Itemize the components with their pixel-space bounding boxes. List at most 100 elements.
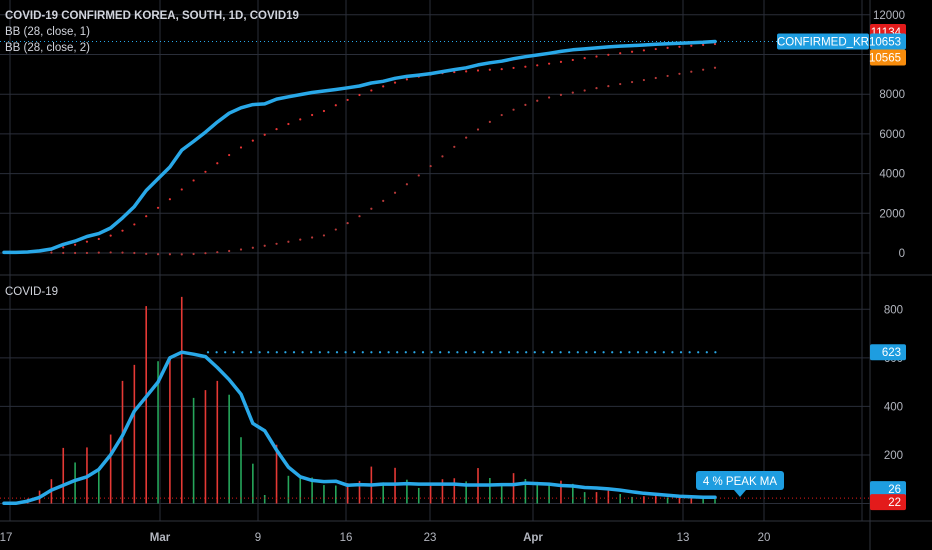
bb-lower-point xyxy=(204,252,207,255)
daily-bar[interactable] xyxy=(429,485,432,504)
daily-bar[interactable] xyxy=(358,480,361,504)
bb-upper-point xyxy=(393,81,397,84)
daily-bar[interactable] xyxy=(62,447,65,504)
daily-bar[interactable] xyxy=(619,494,621,504)
confirmed-line[interactable] xyxy=(2,39,717,255)
bb-upper-point xyxy=(62,246,65,249)
lower-y-tick-label: 200 xyxy=(884,450,903,462)
daily-bar[interactable] xyxy=(572,483,574,504)
upper-y-tick-label: 12000 xyxy=(873,10,905,22)
daily-bar[interactable] xyxy=(560,480,562,504)
daily-bar[interactable] xyxy=(382,482,384,504)
bb-lower-point xyxy=(334,228,337,231)
bb-lower-point xyxy=(346,222,349,225)
time-axis[interactable]: 17 Mar 9 16 23 Apr 13 20 xyxy=(0,532,770,544)
daily-bar[interactable] xyxy=(548,482,550,504)
daily-bar[interactable] xyxy=(145,306,147,504)
daily-bar[interactable] xyxy=(121,380,124,504)
daily-bar[interactable] xyxy=(299,476,302,504)
daily-bar[interactable] xyxy=(524,478,527,504)
daily-bar[interactable] xyxy=(702,498,704,504)
peak-level-dot xyxy=(559,351,562,354)
bb-lower-point xyxy=(62,251,65,255)
peak-level-dot xyxy=(224,351,227,354)
daily-bar[interactable] xyxy=(311,477,313,504)
peak-level-dot xyxy=(576,351,579,354)
daily-bar[interactable] xyxy=(631,496,633,504)
bb-lower-point xyxy=(619,82,622,86)
series-name-box xyxy=(777,33,869,50)
bb-lower-point xyxy=(607,85,610,88)
daily-bar[interactable] xyxy=(323,485,325,504)
bb-upper-point xyxy=(85,240,89,243)
daily-bar[interactable] xyxy=(240,437,242,504)
x-tick-label: 17 xyxy=(0,532,12,544)
lower-pane[interactable] xyxy=(0,296,870,506)
bb-upper-point xyxy=(690,44,693,47)
bb-upper-point xyxy=(192,179,195,182)
daily-bar[interactable] xyxy=(335,485,337,504)
peak-level-dot xyxy=(645,351,648,354)
peak-level-dot xyxy=(473,351,476,354)
daily-bar[interactable] xyxy=(406,479,408,504)
daily-bar[interactable] xyxy=(133,364,136,504)
daily-bar[interactable] xyxy=(714,499,716,504)
daily-bar[interactable] xyxy=(465,481,467,504)
daily-bar[interactable] xyxy=(512,473,515,504)
bb2-legend[interactable]: BB (28, close, 2) xyxy=(5,42,91,54)
bb1-legend[interactable]: BB (28, close, 1) xyxy=(5,26,91,38)
peak-ma-callout[interactable]: 4 % PEAK MA xyxy=(696,471,784,497)
daily-bar[interactable] xyxy=(500,484,503,504)
peak-level-dot xyxy=(456,351,459,354)
daily-bar[interactable] xyxy=(346,483,349,504)
bb-lower-point xyxy=(690,70,693,73)
peak-level-dot xyxy=(275,351,278,354)
bb-lower-point xyxy=(263,244,266,247)
lower-band-tag: 10565 xyxy=(869,49,906,66)
peak-level-tag-text: 623 xyxy=(882,347,901,359)
grid-lines xyxy=(0,0,870,521)
daily-bar[interactable] xyxy=(453,478,456,504)
chart-title[interactable]: COVID-19 CONFIRMED KOREA, SOUTH, 1D, COV… xyxy=(5,10,299,22)
daily-bar[interactable] xyxy=(654,495,657,504)
bb-lower-point xyxy=(382,199,385,202)
daily-bar[interactable] xyxy=(536,481,539,504)
daily-bar[interactable] xyxy=(169,358,171,504)
daily-bar[interactable] xyxy=(252,463,254,504)
lower-pane-title[interactable]: COVID-19 xyxy=(5,286,59,298)
daily-bar[interactable] xyxy=(643,496,645,504)
peak-level-dot xyxy=(215,351,218,354)
daily-bar[interactable] xyxy=(275,444,278,504)
daily-bar[interactable] xyxy=(678,496,681,504)
peak-level-dot xyxy=(507,351,511,354)
daily-bar[interactable] xyxy=(216,380,219,504)
peak-level-dot xyxy=(499,351,502,354)
daily-bar[interactable] xyxy=(489,478,491,504)
daily-bar[interactable] xyxy=(287,475,290,504)
bb-upper-point xyxy=(583,57,586,60)
daily-bar[interactable] xyxy=(417,487,420,504)
daily-bar[interactable] xyxy=(204,390,207,504)
bb-lower-point xyxy=(595,87,598,90)
daily-bar[interactable] xyxy=(441,479,444,504)
daily-bar[interactable] xyxy=(228,394,230,504)
daily-bar[interactable] xyxy=(666,497,669,504)
daily-bar[interactable] xyxy=(607,490,610,504)
bb-lower-point xyxy=(702,68,705,71)
peak-level-dot xyxy=(344,351,347,354)
daily-bar[interactable] xyxy=(263,495,266,504)
ma-value-tag: 26 xyxy=(870,481,906,498)
daily-bar[interactable] xyxy=(180,296,183,504)
daily-bar[interactable] xyxy=(74,462,76,504)
daily-bar[interactable] xyxy=(98,468,100,504)
upper-pane[interactable] xyxy=(0,39,870,256)
daily-bar[interactable] xyxy=(109,434,112,504)
bb-lower-point xyxy=(251,246,254,249)
daily-bar[interactable] xyxy=(192,397,195,504)
daily-bar[interactable] xyxy=(690,496,693,504)
daily-bar[interactable] xyxy=(157,361,159,504)
peak-level-dot xyxy=(654,351,657,354)
bb-lower-point xyxy=(145,252,148,255)
ma-line[interactable] xyxy=(2,350,717,506)
